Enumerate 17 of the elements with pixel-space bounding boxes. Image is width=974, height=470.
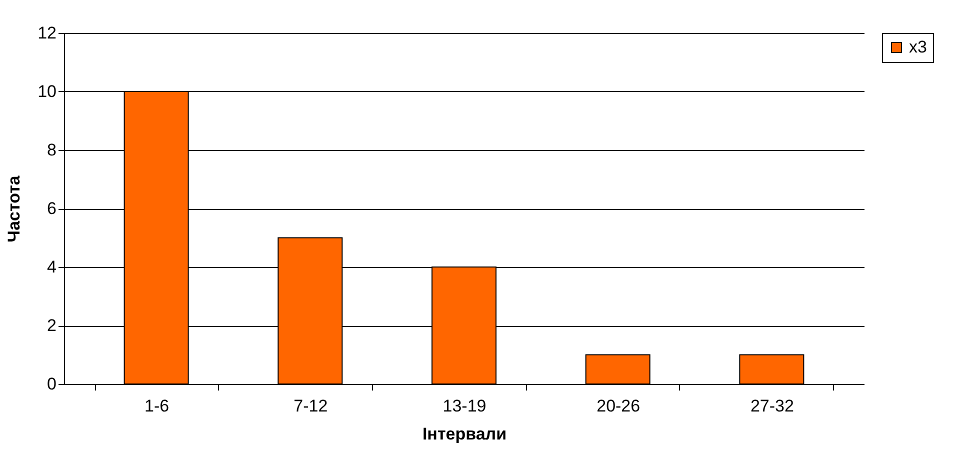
y-axis-title: Частота — [4, 175, 24, 242]
y-tick-label: 6 — [47, 199, 56, 218]
bar — [585, 354, 650, 384]
y-tick-label: 0 — [47, 374, 56, 394]
x-tick-label: 27-32 — [750, 396, 794, 416]
x-tick-label: 1-6 — [144, 396, 170, 416]
bar — [739, 354, 804, 384]
y-tick-label: 2 — [47, 316, 56, 335]
x-axis-title: Інтервали — [422, 424, 507, 444]
y-tick-label: 4 — [47, 258, 56, 276]
y-tick-label: 12 — [38, 24, 56, 42]
x-tick-label: 20-26 — [596, 396, 640, 416]
y-tick-label: 8 — [47, 140, 56, 160]
x-tick-label: 13-19 — [442, 396, 486, 416]
y-tick-label: 10 — [38, 82, 56, 101]
x-tick-label: 7-12 — [294, 396, 328, 416]
legend-label: x3 — [909, 38, 927, 56]
